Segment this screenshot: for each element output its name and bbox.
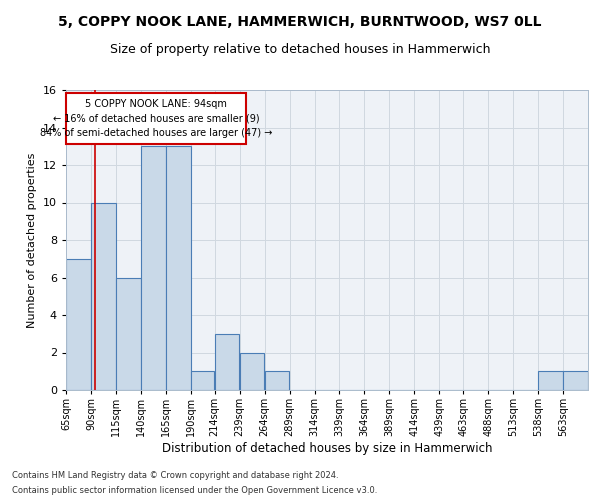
Bar: [141, 146, 166, 390]
Bar: [538, 371, 563, 390]
Text: 5, COPPY NOOK LANE, HAMMERWICH, BURNTWOOD, WS7 0LL: 5, COPPY NOOK LANE, HAMMERWICH, BURNTWOO…: [58, 15, 542, 29]
Text: 84% of semi-detached houses are larger (47) →: 84% of semi-detached houses are larger (…: [40, 128, 272, 138]
Text: Contains HM Land Registry data © Crown copyright and database right 2024.: Contains HM Land Registry data © Crown c…: [12, 471, 338, 480]
Y-axis label: Number of detached properties: Number of detached properties: [27, 152, 37, 328]
Text: ← 16% of detached houses are smaller (9): ← 16% of detached houses are smaller (9): [53, 114, 259, 124]
Bar: [240, 352, 265, 390]
Bar: [116, 278, 140, 390]
Bar: [166, 146, 191, 390]
Text: Contains public sector information licensed under the Open Government Licence v3: Contains public sector information licen…: [12, 486, 377, 495]
Text: 5 COPPY NOOK LANE: 94sqm: 5 COPPY NOOK LANE: 94sqm: [85, 99, 227, 109]
Bar: [66, 93, 245, 144]
X-axis label: Distribution of detached houses by size in Hammerwich: Distribution of detached houses by size …: [162, 442, 492, 455]
Bar: [563, 371, 588, 390]
Text: Size of property relative to detached houses in Hammerwich: Size of property relative to detached ho…: [110, 42, 490, 56]
Bar: [215, 334, 239, 390]
Bar: [265, 371, 289, 390]
Bar: [191, 371, 214, 390]
Bar: [66, 259, 91, 390]
Bar: [91, 202, 116, 390]
